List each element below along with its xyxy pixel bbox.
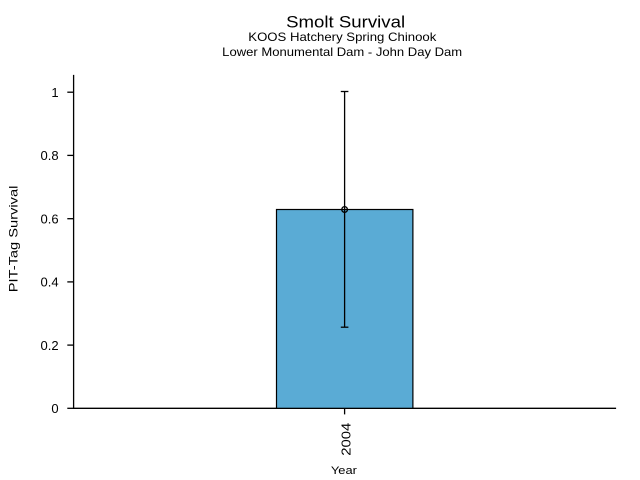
svg-text:2004: 2004 (338, 423, 353, 456)
svg-text:Lower Monumental Dam - John Da: Lower Monumental Dam - John Day Dam (222, 45, 462, 59)
svg-text:Year: Year (331, 465, 357, 477)
svg-text:0.2: 0.2 (41, 338, 59, 353)
svg-text:0.8: 0.8 (41, 148, 59, 163)
svg-text:0.6: 0.6 (41, 211, 59, 226)
svg-text:1: 1 (51, 85, 58, 100)
svg-text:KOOS Hatchery Spring Chinook: KOOS Hatchery Spring Chinook (248, 30, 436, 44)
svg-text:PIT-Tag Survival: PIT-Tag Survival (7, 186, 21, 293)
svg-text:Smolt Survival: Smolt Survival (286, 13, 405, 31)
svg-text:0.4: 0.4 (41, 275, 59, 290)
svg-text:0: 0 (51, 401, 58, 416)
